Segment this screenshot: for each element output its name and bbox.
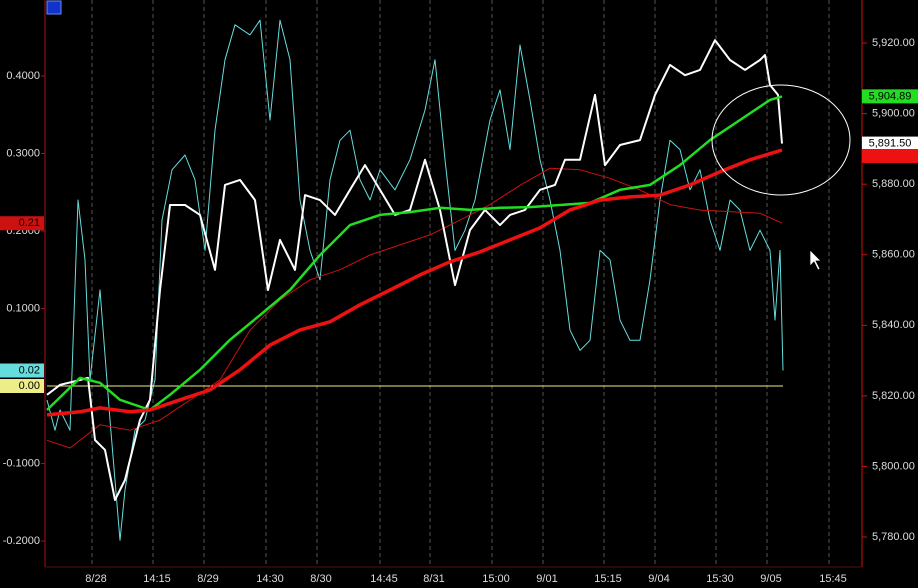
end-label: 5,904.89 <box>869 90 912 102</box>
y-tick-label: 0.1000 <box>6 302 40 314</box>
end-box <box>862 136 918 151</box>
y-tick-label: -0.2000 <box>3 535 40 547</box>
end-label: 0.21 <box>19 217 40 229</box>
chart-icon[interactable] <box>46 0 62 15</box>
x-tick-label: 9/04 <box>648 573 669 585</box>
y-tick-label: -0.1000 <box>3 457 40 469</box>
x-tick-label: 14:45 <box>370 573 398 585</box>
x-tick-label: 14:15 <box>143 573 171 585</box>
x-tick-label: 15:30 <box>706 573 734 585</box>
end-box <box>0 216 44 231</box>
end-box <box>862 149 918 163</box>
y2-tick-label: 5,860.00 <box>872 249 915 261</box>
y2-tick-label: 5,780.00 <box>872 531 915 543</box>
series-line <box>46 39 783 501</box>
x-tick-label: 8/28 <box>85 573 106 585</box>
x-tick-label: 8/31 <box>423 573 444 585</box>
end-label: 0.02 <box>19 364 40 376</box>
end-label: 0.00 <box>19 380 40 392</box>
end-box <box>0 379 44 394</box>
y2-tick-label: 5,920.00 <box>872 37 915 49</box>
y2-tick-label: 5,900.00 <box>872 108 915 120</box>
x-tick-label: 8/30 <box>310 573 331 585</box>
y-tick-label: 0.4000 <box>6 70 40 82</box>
y2-tick-label: 5,840.00 <box>872 319 915 331</box>
x-tick-label: 8/29 <box>197 573 218 585</box>
y-tick-label: 0.3000 <box>6 147 40 159</box>
x-tick-label: 9/05 <box>760 573 781 585</box>
y2-tick-label: 5,820.00 <box>872 390 915 402</box>
x-tick-label: 15:00 <box>482 573 510 585</box>
y2-tick-label: 5,880.00 <box>872 178 915 190</box>
mouse-cursor <box>809 249 822 271</box>
series-line <box>46 148 783 417</box>
series-line <box>46 167 783 449</box>
x-tick-label: 14:30 <box>256 573 284 585</box>
x-tick-label: 15:15 <box>594 573 622 585</box>
end-label: 5,891.50 <box>869 138 912 150</box>
series-line <box>46 95 783 412</box>
highlight-circle <box>711 84 851 196</box>
end-box <box>0 363 44 378</box>
y2-tick-label: 5,800.00 <box>872 460 915 472</box>
end-box <box>862 89 918 104</box>
x-tick-label: 9/01 <box>536 573 557 585</box>
x-tick-label: 15:45 <box>819 573 847 585</box>
